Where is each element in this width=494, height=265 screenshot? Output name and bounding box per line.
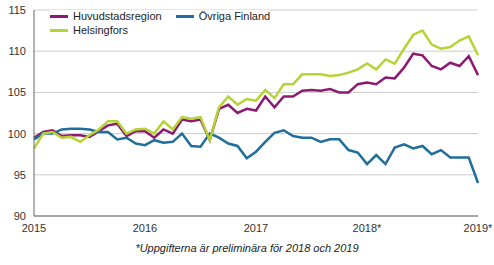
svg-text:2019*: 2019* bbox=[464, 222, 486, 234]
svg-text:95: 95 bbox=[14, 169, 26, 181]
svg-text:2015: 2015 bbox=[22, 222, 46, 234]
html-text:Huvudstadsregion: Huvudstadsregion bbox=[73, 10, 162, 22]
svg-text:2016: 2016 bbox=[133, 222, 157, 234]
svg-text:115: 115 bbox=[8, 4, 26, 16]
html-text:Helsingfors: Helsingfors bbox=[73, 24, 128, 36]
svg-text:105: 105 bbox=[8, 86, 26, 98]
html-text:*Uppgifterna är preliminära fö: *Uppgifterna är preliminära för 2018 och… bbox=[135, 242, 359, 254]
svg-text:90: 90 bbox=[14, 210, 26, 222]
svg-text:2017: 2017 bbox=[244, 222, 268, 234]
html-text:Övriga Finland: Övriga Finland bbox=[198, 10, 271, 22]
svg-text:100: 100 bbox=[8, 128, 26, 140]
svg-text:2018*: 2018* bbox=[353, 222, 382, 234]
svg-text:110: 110 bbox=[8, 45, 26, 57]
